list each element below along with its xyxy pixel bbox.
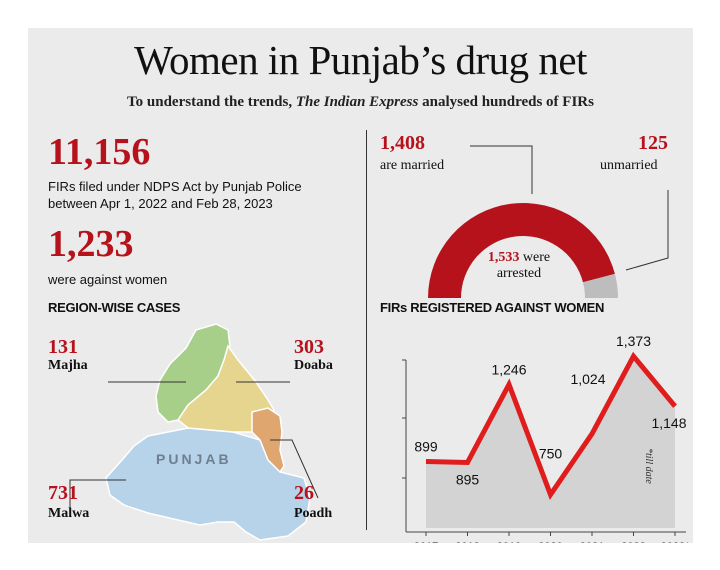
x-tick-label-2017: 2017: [414, 541, 438, 543]
malwa-value: 731: [48, 482, 78, 504]
malwa-leader-line: [69, 479, 126, 508]
firs-desc-line1: FIRs filed under NDPS Act by Punjab Poli…: [48, 179, 302, 194]
poadh-name: Poadh: [294, 506, 333, 521]
poadh-region: [251, 407, 285, 474]
chart-note: *till date: [643, 448, 654, 484]
data-label-2020: 750: [539, 446, 563, 462]
married-arc: [428, 202, 615, 298]
map-label: PUNJAB: [156, 451, 232, 467]
married-value: 1,408: [380, 132, 425, 154]
data-label-2017: 899: [414, 439, 438, 455]
data-label-2018: 895: [456, 471, 480, 487]
majha-name: Majha: [48, 358, 88, 373]
unmarried-label: unmarried: [600, 158, 658, 173]
x-tick-label-2021: 2021: [580, 541, 604, 543]
data-label-2023*: 1,148: [651, 415, 686, 431]
series-line: [425, 351, 677, 501]
chart-area: [426, 356, 675, 528]
punjab-map: PUNJAB: [69, 323, 319, 541]
arrested-word: were: [522, 250, 551, 265]
poadh-leader-line: [270, 439, 319, 499]
malwa-name: Malwa: [48, 506, 90, 521]
unmarried-value: 125: [638, 132, 668, 154]
column-divider: [366, 130, 367, 530]
marital-donut: [428, 145, 669, 298]
women-total: 1,233: [48, 223, 134, 265]
region-heading: REGION-WISE CASES: [48, 300, 181, 315]
x-tick-label-2022: 2022: [621, 541, 645, 543]
married-label: are married: [380, 158, 445, 173]
majha-value: 131: [48, 336, 78, 358]
firs-line-chart: 899 895 1,246 750 1,024 1,373 1,148 2017 2018 20…: [402, 333, 690, 543]
chart-title: FIRs REGISTERED AGAINST WOMEN: [380, 300, 605, 315]
arrested-caption: 1,533 were arrested: [473, 250, 565, 282]
firs-desc-line2: between Apr 1, 2022 and Feb 28, 2023: [48, 196, 273, 211]
data-label-2021: 1,024: [570, 371, 605, 387]
x-tick-label-2023*: 2023*: [661, 541, 690, 543]
data-label-2019: 1,246: [491, 361, 526, 377]
married-leader-line: [470, 145, 533, 194]
doaba-region: [176, 344, 275, 433]
women-desc: were against women: [48, 272, 168, 287]
poadh-value: 26: [294, 482, 314, 504]
subtitle-italic: The Indian Express: [295, 94, 419, 110]
doaba-name: Doaba: [294, 358, 333, 373]
x-tick-label-2020: 2020: [538, 541, 562, 543]
unmarried-leader-line: [625, 190, 669, 271]
page-title: Women in Punjab’s drug net: [134, 37, 587, 83]
subtitle-after: analysed hundreds of FIRs: [418, 94, 594, 110]
subtitle-before: To understand the trends,: [127, 94, 296, 110]
arrested-value: 1,533: [487, 250, 520, 265]
x-tick-label-2019: 2019: [497, 541, 521, 543]
arrested-label: arrested: [496, 266, 542, 281]
doaba-value: 303: [294, 336, 324, 358]
data-label-2022: 1,373: [616, 333, 651, 349]
x-tick-label-2018: 2018: [455, 541, 479, 543]
page-subtitle: To understand the trends, The Indian Exp…: [28, 94, 693, 111]
firs-total: 11,156: [48, 131, 151, 173]
unmarried-arc: [582, 273, 618, 298]
infographic-card: Women in Punjab’s drug net To understand…: [28, 28, 693, 543]
